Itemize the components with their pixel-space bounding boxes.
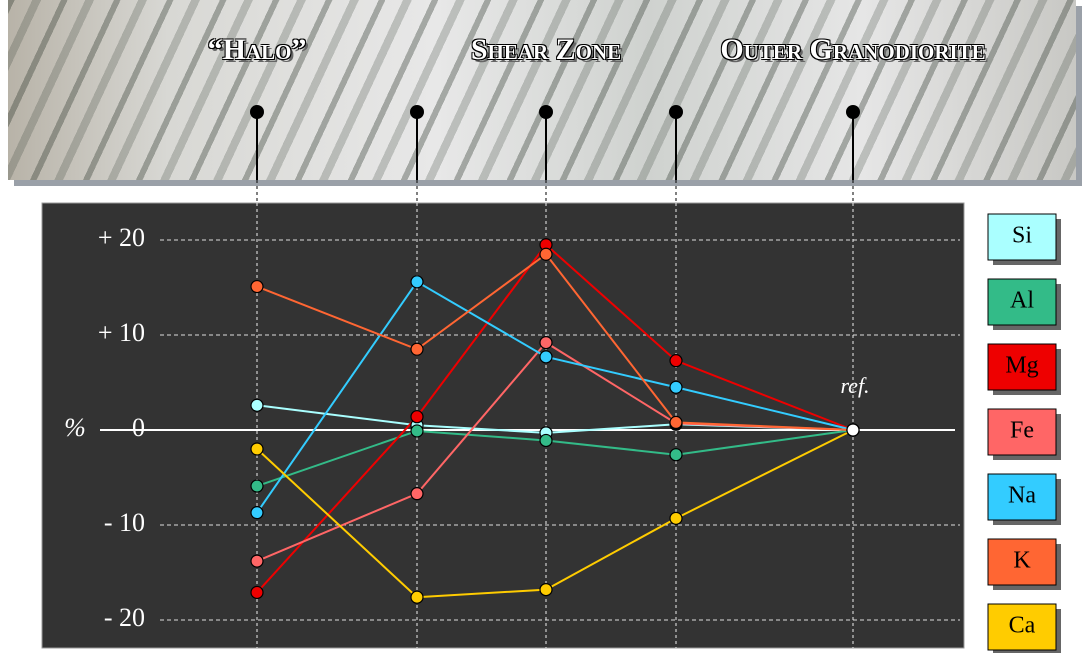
legend-label: K (1013, 548, 1031, 574)
legend-label: Mg (1005, 353, 1038, 379)
legend-swatch (987, 538, 1057, 586)
zone-label: “Halo” (207, 33, 307, 66)
legend-swatch (987, 473, 1057, 521)
legend-label: Al (1010, 288, 1034, 314)
data-point (410, 590, 424, 604)
data-point (410, 410, 424, 424)
data-point (250, 554, 264, 568)
pin-head (846, 105, 860, 119)
data-point (410, 487, 424, 501)
legend-label: Na (1008, 483, 1036, 509)
data-point (410, 275, 424, 289)
data-point (669, 448, 683, 462)
legend-swatch (987, 278, 1057, 326)
y-tick-label: - 20 (104, 603, 145, 632)
y-axis-label: % (64, 413, 86, 442)
data-point (539, 336, 553, 350)
data-point (669, 380, 683, 394)
pin-head (669, 105, 683, 119)
legend-label: Ca (1009, 613, 1036, 639)
data-point (250, 279, 264, 294)
legend-label: Si (1012, 223, 1032, 249)
y-tick-label: + 20 (98, 223, 145, 252)
data-point (539, 433, 553, 448)
data-point (539, 247, 553, 261)
pin-head (410, 105, 424, 119)
data-point (539, 582, 553, 597)
data-point (410, 342, 424, 356)
y-tick-label: + 10 (98, 318, 145, 347)
pin-head (539, 105, 553, 119)
legend-swatch (987, 343, 1057, 391)
data-point (410, 424, 424, 438)
plot-area (41, 202, 965, 649)
rock-photo (8, 0, 1076, 180)
legend-swatch (987, 603, 1057, 651)
data-point (250, 585, 264, 600)
data-point (250, 506, 264, 520)
data-point (669, 511, 683, 525)
data-point (250, 398, 264, 412)
data-point (539, 350, 553, 364)
data-point (669, 354, 683, 368)
legend-label: Fe (1010, 418, 1034, 444)
data-point (669, 415, 683, 429)
data-point (846, 423, 860, 437)
data-point (250, 442, 264, 456)
pin-head (250, 105, 264, 119)
legend-swatch (987, 408, 1057, 456)
zone-label: Outer Granodiorite (720, 33, 986, 66)
data-point (250, 479, 264, 493)
y-tick-label: - 10 (104, 508, 145, 537)
legend-swatch (987, 213, 1057, 261)
y-tick-label: 0 (132, 413, 145, 442)
zone-label: Shear Zone (470, 33, 622, 66)
annotation: ref. (840, 373, 869, 398)
